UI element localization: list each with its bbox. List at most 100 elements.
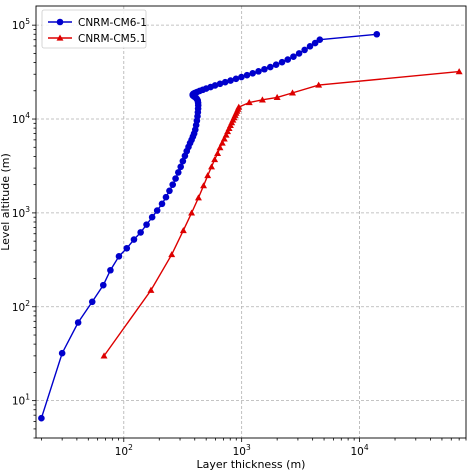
series-1: [38, 30, 381, 422]
y-tick-base: 10: [12, 208, 25, 220]
data-point: [188, 209, 196, 216]
data-point: [200, 182, 208, 189]
data-point: [177, 163, 185, 171]
data-point: [153, 207, 161, 214]
data-point: [227, 77, 234, 84]
data-point: [261, 65, 268, 73]
y-axis-label: Level altitude (m): [0, 153, 12, 251]
y-tick-label: 102: [12, 299, 30, 314]
data-point: [172, 175, 179, 182]
data-point: [238, 73, 245, 81]
data-point: [174, 169, 182, 176]
legend-item: CNRM-CM6-1: [48, 17, 147, 29]
data-point: [243, 71, 251, 79]
x-tick-exponent: 4: [364, 443, 369, 452]
y-tick-base: 10: [12, 302, 25, 314]
legend-marker: [56, 18, 64, 26]
y-tick-exponent: 2: [25, 299, 30, 308]
data-point: [255, 68, 262, 75]
data-point: [74, 319, 82, 326]
series-2: [100, 68, 463, 359]
y-tick-exponent: 5: [25, 17, 30, 26]
data-point: [284, 56, 292, 63]
y-tick-label: 104: [12, 111, 30, 126]
y-tick-label: 103: [12, 205, 30, 220]
data-point: [216, 80, 224, 88]
data-point: [38, 414, 45, 422]
data-point: [267, 63, 274, 71]
plot-area: [38, 30, 463, 422]
x-axis-label: Layer thickness (m): [197, 458, 306, 471]
data-point: [235, 103, 243, 110]
data-point: [272, 61, 280, 69]
x-tick-base: 10: [350, 446, 363, 458]
data-point: [232, 75, 240, 83]
data-point: [316, 36, 324, 44]
data-point: [179, 157, 187, 165]
y-tick-exponent: 3: [25, 205, 30, 214]
x-tick-base: 10: [115, 446, 128, 458]
data-point: [169, 181, 177, 188]
y-tick-exponent: 1: [25, 393, 30, 402]
data-point: [216, 144, 224, 151]
y-tick-label: 101: [12, 393, 30, 408]
data-point: [224, 128, 232, 135]
data-point: [148, 213, 156, 221]
data-point: [107, 266, 114, 274]
data-point: [278, 58, 286, 66]
y-tick-base: 10: [12, 396, 25, 408]
x-tick-exponent: 2: [128, 443, 133, 452]
legend-label: CNRM-CM5.1: [78, 33, 146, 45]
legend: CNRM-CM6-1 CNRM-CM5.1: [41, 9, 147, 49]
data-point: [311, 39, 319, 47]
data-point: [373, 30, 381, 38]
data-point: [143, 221, 150, 228]
data-point: [179, 226, 187, 234]
data-point: [214, 149, 222, 157]
data-point: [100, 352, 108, 359]
data-point: [306, 43, 314, 50]
data-point: [218, 139, 226, 146]
data-point: [220, 135, 228, 142]
data-point: [301, 46, 308, 54]
data-point: [88, 298, 96, 306]
x-tick-label: 103: [233, 443, 251, 458]
data-point: [204, 172, 212, 179]
data-point: [290, 53, 297, 60]
x-tick-exponent: 3: [246, 443, 251, 452]
legend-marker: [56, 34, 64, 41]
data-point: [208, 163, 215, 170]
data-point: [249, 70, 256, 77]
data-point: [455, 68, 463, 75]
data-point: [162, 193, 170, 201]
data-point: [289, 89, 296, 96]
data-point: [222, 131, 230, 138]
data-point: [158, 200, 166, 208]
data-point: [130, 236, 138, 243]
y-tick-exponent: 4: [25, 111, 30, 120]
data-point: [245, 99, 253, 106]
data-point: [147, 286, 155, 293]
data-point: [168, 251, 176, 258]
data-point: [258, 96, 266, 103]
series-line: [40, 33, 377, 419]
y-tick-base: 10: [12, 20, 25, 32]
data-point: [115, 252, 123, 260]
data-point: [99, 281, 107, 289]
x-tick-base: 10: [233, 446, 246, 458]
data-point: [211, 156, 219, 163]
data-point: [315, 81, 323, 88]
data-point: [137, 229, 144, 236]
y-tick-label: 105: [12, 17, 30, 32]
legend-item: CNRM-CM5.1: [48, 33, 146, 45]
data-point: [58, 349, 66, 357]
data-point: [273, 93, 281, 100]
data-point: [194, 194, 202, 201]
data-point: [221, 78, 229, 86]
data-point: [166, 187, 173, 195]
x-tick-label: 104: [350, 443, 368, 458]
y-tick-base: 10: [12, 114, 25, 126]
data-point: [123, 244, 131, 252]
